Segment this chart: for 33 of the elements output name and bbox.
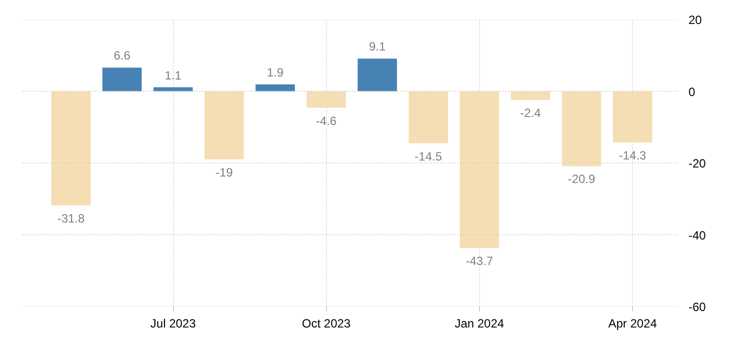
bar: [408, 91, 448, 144]
data-label: -43.7: [466, 254, 494, 268]
y-tick-label: 0: [688, 84, 696, 99]
bar: [102, 68, 142, 92]
data-label: -19: [215, 165, 234, 180]
data-label: 9.1: [368, 40, 386, 54]
bar: [612, 91, 652, 143]
data-label: 1.9: [266, 65, 284, 80]
bar: [358, 58, 397, 92]
data-label: -2.4: [520, 106, 542, 120]
bar: [204, 91, 244, 160]
bar: [51, 91, 91, 206]
x-tick-label: Jan 2024: [454, 316, 504, 330]
y-tick-label: -20: [688, 156, 706, 170]
bar: [306, 91, 346, 108]
x-tick-label: Jul 2023: [150, 316, 196, 330]
bar: [256, 84, 295, 92]
data-label: 1.1: [164, 68, 182, 82]
data-label: -14.5: [414, 149, 442, 164]
x-tick-label: Apr 2024: [608, 316, 658, 330]
y-tick-label: -40: [688, 228, 706, 242]
data-label: -4.6: [316, 114, 337, 128]
bar: [153, 87, 193, 92]
bar: [460, 91, 500, 248]
bar: [562, 91, 602, 166]
y-tick-label: 20: [688, 13, 702, 27]
bar: [510, 91, 550, 100]
data-label: -14.3: [618, 148, 647, 163]
y-tick-label: -60: [688, 300, 706, 314]
data-label: -31.8: [57, 211, 85, 226]
x-tick-label: Oct 2023: [302, 316, 351, 330]
data-label: -20.9: [568, 172, 596, 186]
data-label: 6.6: [114, 48, 131, 63]
